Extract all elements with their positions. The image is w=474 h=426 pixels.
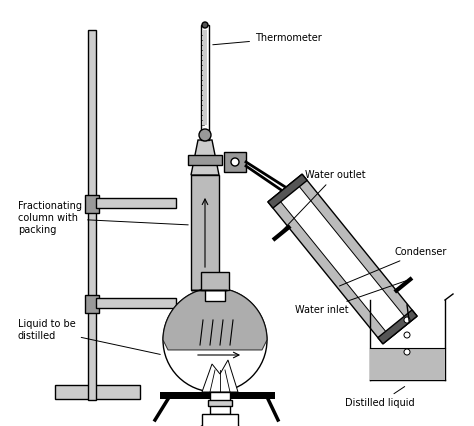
Bar — [96, 298, 176, 308]
Bar — [210, 392, 230, 414]
Text: Distilled liquid: Distilled liquid — [345, 386, 415, 408]
Bar — [370, 348, 445, 380]
Circle shape — [199, 129, 211, 141]
Circle shape — [404, 349, 410, 355]
Circle shape — [231, 158, 239, 166]
Bar — [201, 25, 209, 140]
Text: Fractionating
column with
packing: Fractionating column with packing — [18, 201, 188, 235]
Text: Water outlet: Water outlet — [276, 170, 365, 237]
Text: Thermometer: Thermometer — [213, 33, 322, 45]
Text: Liquid to be
distilled: Liquid to be distilled — [18, 319, 160, 354]
Bar — [188, 155, 222, 165]
Bar — [208, 400, 232, 406]
Bar — [85, 195, 99, 213]
Polygon shape — [202, 360, 238, 392]
Polygon shape — [276, 181, 410, 337]
Polygon shape — [191, 140, 219, 175]
Bar — [96, 198, 176, 208]
Circle shape — [163, 288, 267, 392]
Bar — [88, 30, 96, 400]
Bar — [191, 175, 219, 290]
Bar — [203, 30, 207, 125]
Circle shape — [404, 317, 410, 323]
Polygon shape — [378, 310, 417, 344]
Text: Water inlet: Water inlet — [295, 280, 408, 315]
Circle shape — [404, 332, 410, 338]
Bar — [85, 295, 99, 313]
Bar — [224, 152, 246, 172]
Bar — [160, 392, 275, 399]
Circle shape — [202, 22, 208, 28]
Polygon shape — [268, 174, 417, 344]
Bar — [55, 385, 140, 399]
Bar — [205, 282, 225, 301]
Polygon shape — [268, 174, 307, 208]
Ellipse shape — [200, 423, 240, 426]
Polygon shape — [163, 288, 267, 350]
Bar — [201, 272, 229, 290]
Bar — [202, 414, 238, 426]
Text: Condenser: Condenser — [339, 247, 447, 286]
